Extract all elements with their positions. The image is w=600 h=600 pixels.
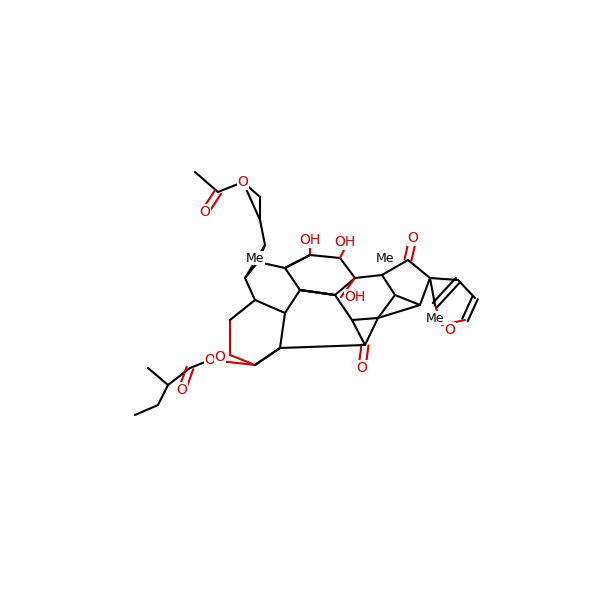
Text: O: O [356,361,367,375]
Text: O: O [407,231,418,245]
Text: O: O [445,323,455,337]
Text: O: O [176,383,187,397]
Text: Me: Me [376,251,394,265]
Text: O: O [205,353,215,367]
Text: O: O [200,205,211,219]
Text: OH: OH [334,235,356,249]
Text: O: O [215,350,226,364]
Text: OH: OH [299,233,320,247]
Text: Me: Me [426,311,444,325]
Text: O: O [238,175,248,189]
Text: Me: Me [246,251,264,265]
Text: OH: OH [344,290,365,304]
